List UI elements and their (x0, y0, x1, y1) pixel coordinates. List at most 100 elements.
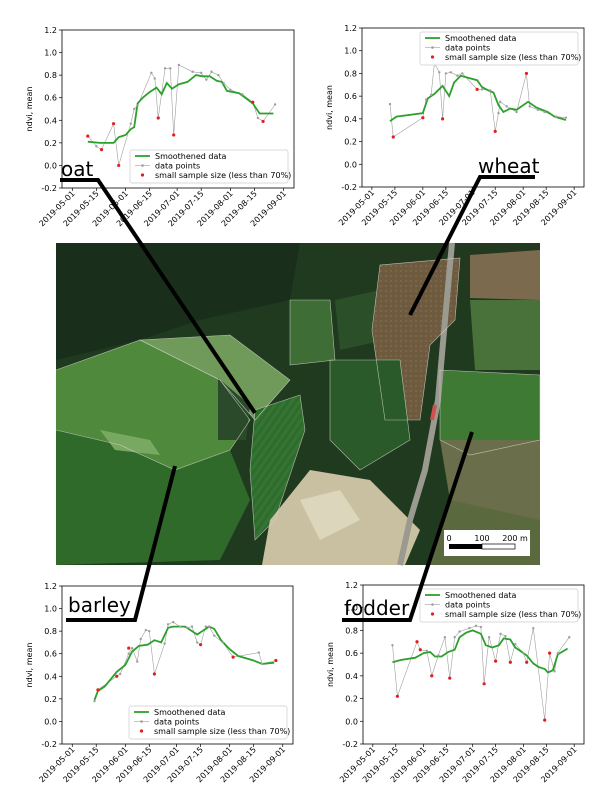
y-tick-label: 0.0 (44, 161, 57, 170)
leader-lines (60, 175, 535, 622)
data-point (554, 115, 558, 118)
y-axis-label: ndvi, mean (25, 87, 34, 132)
small-sample-point (494, 659, 498, 663)
small-sample-point (86, 134, 90, 138)
legend-entry: small sample size (less than 70%) (155, 171, 291, 180)
data-point (222, 81, 225, 85)
data-point (205, 78, 208, 81)
data-point (93, 699, 96, 703)
y-tick-label: -0.2 (342, 740, 358, 749)
data-point (132, 107, 136, 111)
scale-label-200: 200 m (502, 534, 528, 543)
data-point (515, 110, 518, 114)
leader-oat (60, 178, 257, 415)
small-sample-point (172, 133, 176, 137)
small-sample-point (508, 660, 512, 664)
small-sample-point (548, 651, 552, 655)
y-tick-label: -0.2 (41, 740, 57, 749)
legend-marker-small (430, 612, 435, 616)
data-point (487, 636, 491, 639)
y-tick-label: 0.4 (44, 672, 57, 681)
y-tick-label: 1.2 (345, 581, 358, 590)
data-point (163, 67, 167, 70)
data-point (497, 111, 500, 115)
legend-entry: Smoothened data (445, 591, 517, 600)
data-point (522, 651, 525, 655)
satellite-map: 0 100 200 m (55, 242, 541, 566)
y-tick-label: 1.2 (44, 582, 57, 591)
label-oat: oat (61, 157, 93, 181)
y-axis-label: ndvi, mean (325, 85, 334, 130)
data-point (139, 637, 142, 641)
data-point (257, 651, 260, 654)
legend-entry: Smoothened data (154, 708, 226, 717)
plot-area (388, 62, 568, 139)
data-point (424, 98, 428, 101)
y-tick-label: 1.0 (44, 605, 57, 614)
data-point (190, 625, 194, 628)
data-point (480, 88, 484, 91)
small-sample-point (251, 100, 255, 104)
small-sample-point (156, 116, 160, 120)
data-point (536, 108, 540, 111)
y-tick-label: 0.2 (344, 138, 357, 147)
data-point (129, 122, 132, 125)
data-point (532, 626, 535, 630)
y-tick-label: 0.6 (344, 92, 357, 101)
small-sample-point (152, 672, 156, 676)
data-point (489, 89, 492, 92)
label-fodder: fodder (344, 596, 410, 620)
data-point (127, 652, 130, 655)
y-tick-label: 0.2 (345, 695, 358, 704)
small-sample-point (111, 122, 116, 126)
data-point (229, 88, 232, 92)
y-tick-label: -0.2 (41, 184, 57, 193)
data-point (200, 71, 203, 75)
small-sample-point (231, 655, 235, 659)
y-tick-label: 0.0 (345, 717, 358, 726)
data-point (388, 102, 392, 106)
small-sample-point (448, 676, 452, 680)
data-point (429, 93, 433, 97)
y-tick-label: 1.0 (44, 49, 57, 58)
y-tick-label: 0.6 (44, 650, 57, 659)
data-point (468, 626, 471, 630)
plot-area (86, 63, 277, 168)
small-sample-point (415, 640, 419, 644)
small-sample-point (274, 658, 278, 663)
data-point (195, 641, 199, 644)
data-point (169, 67, 172, 70)
legend-marker-small (140, 173, 145, 177)
small-sample-point (199, 643, 203, 647)
data-point (166, 623, 170, 626)
small-sample-point (96, 688, 100, 692)
small-sample-point (391, 135, 395, 139)
data-point (153, 77, 156, 80)
label-barley: barley (68, 593, 131, 617)
data-point (514, 642, 517, 646)
data-point (443, 636, 447, 639)
data-point (221, 641, 225, 644)
scale-label-0: 0 (446, 534, 451, 543)
small-sample-point (475, 87, 479, 91)
legend-box (128, 705, 288, 740)
scale-bar: 0 100 200 m (444, 530, 530, 556)
data-point (185, 626, 189, 629)
data-point (437, 654, 440, 657)
y-tick-label: 0.8 (44, 627, 57, 636)
legend-marker-points (140, 720, 143, 723)
data-point (118, 672, 122, 676)
scale-label-100: 100 (474, 534, 489, 543)
data-point (456, 74, 459, 77)
data-point (148, 629, 151, 633)
leader-barley (66, 465, 177, 622)
data-point (543, 110, 546, 114)
data-point (241, 93, 244, 96)
data-point (479, 625, 483, 629)
y-tick-label: 0.8 (344, 69, 357, 78)
small-sample-point (493, 129, 497, 133)
